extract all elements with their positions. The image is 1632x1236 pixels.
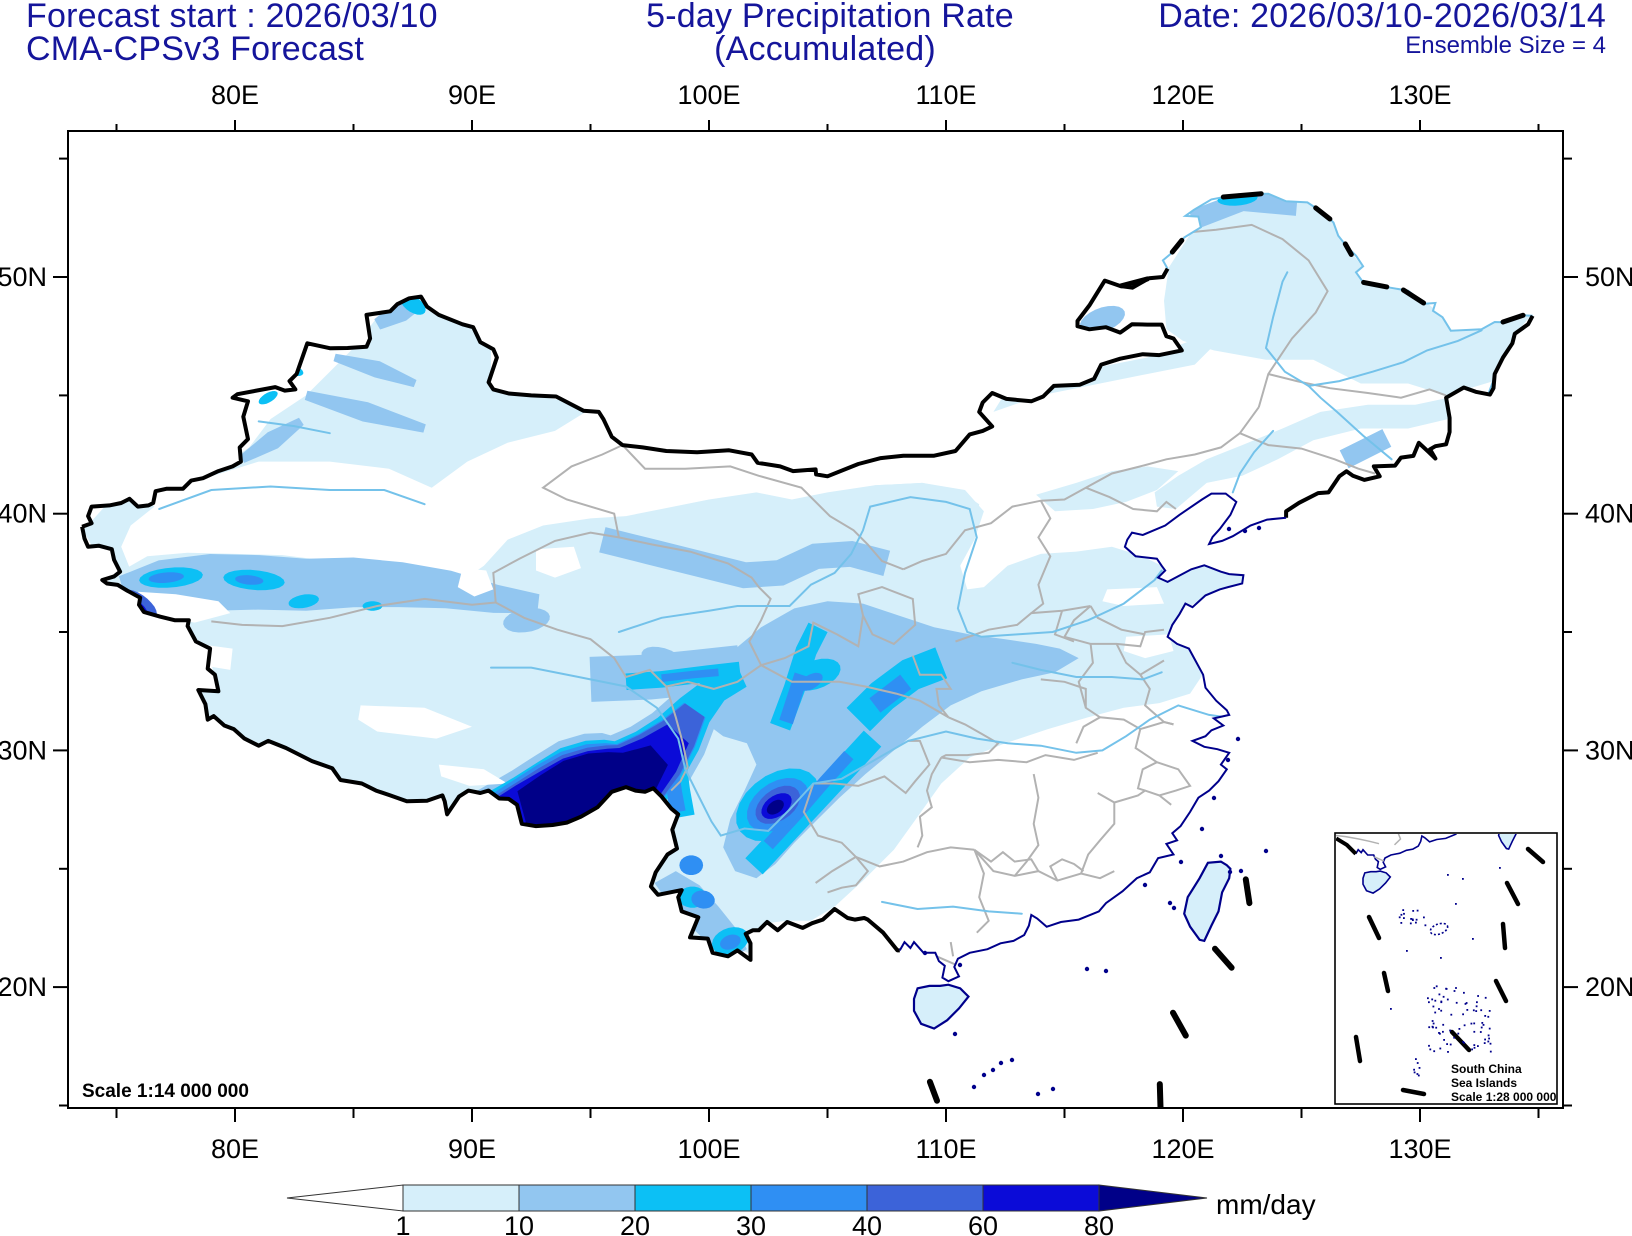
svg-text:80E: 80E bbox=[211, 80, 259, 110]
svg-text:mm/day: mm/day bbox=[1216, 1189, 1316, 1220]
svg-text:Forecast start : 2026/03/10: Forecast start : 2026/03/10 bbox=[26, 0, 438, 35]
svg-text:40N: 40N bbox=[1585, 499, 1632, 529]
svg-text:Date: 2026/03/10-2026/03/14: Date: 2026/03/10-2026/03/14 bbox=[1158, 0, 1606, 35]
svg-text:100E: 100E bbox=[677, 1134, 740, 1164]
svg-text:50N: 50N bbox=[1585, 262, 1632, 292]
svg-text:30: 30 bbox=[736, 1211, 766, 1236]
svg-text:30N: 30N bbox=[1585, 735, 1632, 765]
svg-text:120E: 120E bbox=[1151, 80, 1214, 110]
svg-text:110E: 110E bbox=[915, 1134, 976, 1164]
svg-text:40N: 40N bbox=[0, 499, 47, 529]
svg-text:110E: 110E bbox=[915, 80, 976, 110]
svg-text:South China: South China bbox=[1451, 1062, 1522, 1076]
svg-text:80E: 80E bbox=[211, 1134, 259, 1164]
svg-text:30N: 30N bbox=[0, 735, 47, 765]
svg-text:60: 60 bbox=[968, 1211, 998, 1236]
svg-text:90E: 90E bbox=[448, 1134, 496, 1164]
svg-text:1: 1 bbox=[395, 1211, 410, 1236]
svg-text:Sea Islands: Sea Islands bbox=[1451, 1076, 1517, 1090]
svg-text:CMA-CPSv3 Forecast: CMA-CPSv3 Forecast bbox=[26, 30, 364, 68]
svg-text:20N: 20N bbox=[0, 972, 47, 1002]
svg-text:10: 10 bbox=[504, 1211, 534, 1236]
svg-text:5-day Precipitation Rate: 5-day Precipitation Rate bbox=[646, 0, 1014, 35]
svg-text:Ensemble Size = 4: Ensemble Size = 4 bbox=[1405, 32, 1606, 59]
svg-text:80: 80 bbox=[1084, 1211, 1114, 1236]
svg-text:100E: 100E bbox=[677, 80, 740, 110]
svg-text:50N: 50N bbox=[0, 262, 47, 292]
svg-text:40: 40 bbox=[852, 1211, 882, 1236]
svg-text:20: 20 bbox=[620, 1211, 650, 1236]
svg-text:130E: 130E bbox=[1388, 1134, 1451, 1164]
svg-text:(Accumulated): (Accumulated) bbox=[714, 30, 936, 68]
svg-text:90E: 90E bbox=[448, 80, 496, 110]
svg-text:Scale 1:14 000 000: Scale 1:14 000 000 bbox=[82, 1081, 249, 1102]
svg-text:20N: 20N bbox=[1585, 972, 1632, 1002]
svg-text:Scale 1:28 000 000: Scale 1:28 000 000 bbox=[1451, 1090, 1557, 1104]
svg-text:120E: 120E bbox=[1151, 1134, 1214, 1164]
svg-text:130E: 130E bbox=[1388, 80, 1451, 110]
